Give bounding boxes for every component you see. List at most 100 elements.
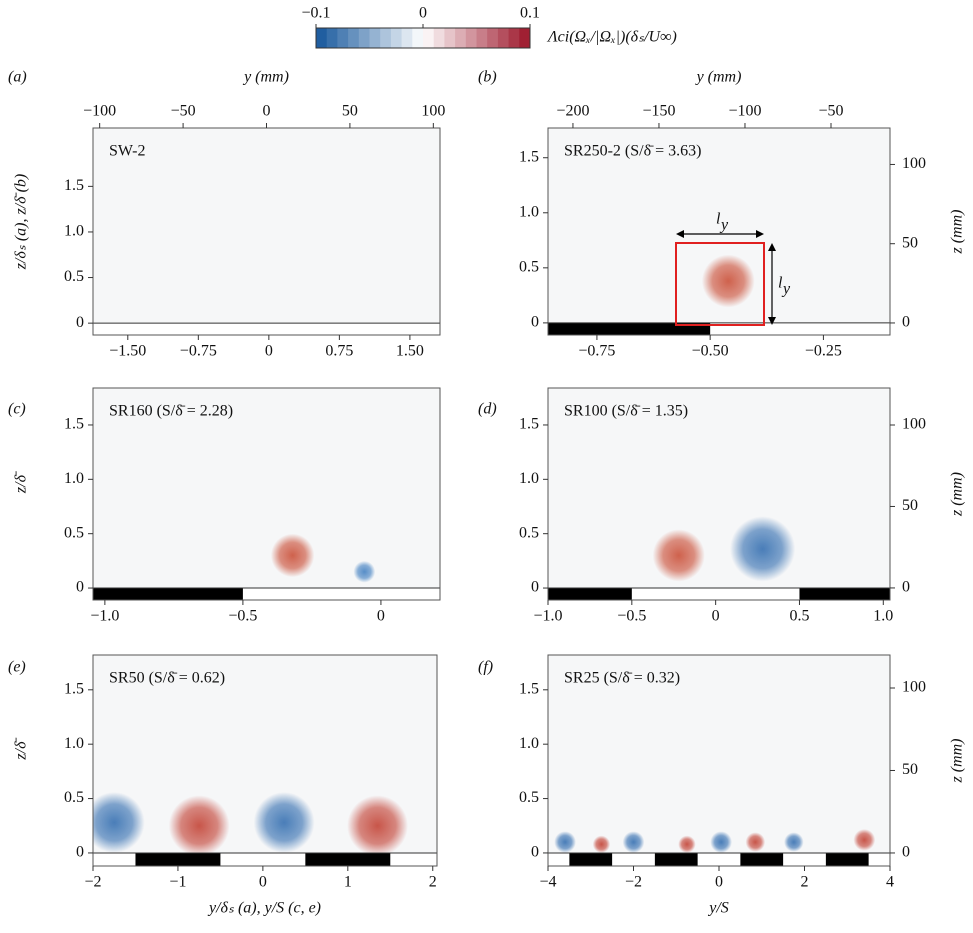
x-tick-label: 0	[265, 343, 273, 360]
y-tick-label: 1.0	[64, 735, 84, 752]
y-tick-label: 0.5	[64, 524, 84, 541]
plot-frame	[547, 127, 891, 336]
panel-title: SR250-2 (S/δ̄ = 3.63)	[564, 143, 701, 160]
x2-tick-label: −100	[83, 103, 116, 120]
y-tick-label: 0.5	[64, 268, 84, 285]
y2-axis-label: z (mm)	[949, 739, 966, 784]
y-tick-label: 0.5	[519, 524, 539, 541]
x2-axis-label: y (mm)	[242, 69, 289, 86]
vortex	[168, 795, 230, 857]
y2-tick-label: 50	[902, 497, 918, 514]
vortex	[701, 254, 755, 308]
x-tick-label: 0.5	[789, 608, 809, 625]
vortex	[353, 560, 376, 583]
x-axis-label: y/S	[707, 900, 729, 917]
x-axis-label: y/δₛ (a), y/S (c, e)	[207, 900, 321, 917]
y-axis-label: z/δ̄	[13, 471, 30, 494]
y-tick-label: 1.0	[519, 735, 539, 752]
panel-label: (a)	[8, 69, 27, 86]
plot-background	[548, 655, 890, 866]
highlight-box	[675, 242, 765, 326]
x-tick-label: −4	[539, 874, 556, 891]
x-tick-label: 1.0	[873, 608, 893, 625]
roughness-strip	[135, 852, 221, 866]
colorbar-cell	[508, 28, 520, 48]
y2-tick-label: 100	[902, 155, 926, 172]
vortex	[853, 829, 876, 851]
y-tick-label: 1.5	[64, 177, 84, 194]
x2-tick-label: −150	[642, 103, 675, 120]
y2-tick-label: 0	[902, 579, 910, 596]
colorbar-cell	[455, 28, 467, 48]
y2-tick-label: 0	[902, 844, 910, 861]
roughness-strip	[548, 588, 632, 600]
vortex	[729, 516, 796, 582]
y2-tick-label: 50	[902, 234, 918, 251]
colorbar-tick-label: 0.1	[520, 5, 540, 22]
plot-background	[548, 388, 890, 600]
y-tick-label: 1.0	[64, 223, 84, 240]
colorbar-cell	[487, 28, 499, 48]
panel-title: SR100 (S/δ̄ = 1.35)	[564, 403, 688, 420]
x-tick-label: 0	[715, 874, 723, 891]
roughness-strip	[93, 588, 243, 600]
colorbar-cell	[444, 28, 456, 48]
plot-area	[548, 829, 890, 866]
panel-title: SR50 (S/δ̄ = 0.62)	[109, 670, 225, 687]
colorbar-cell	[497, 28, 510, 48]
colorbar-cell	[316, 28, 328, 48]
panel: −2 −1 0 1 2 0 0.5 1.0 1.5 z/δ̄ y/δₛ (a), y/S (c, e…	[8, 654, 438, 917]
x-tick-label: −0.50	[692, 343, 729, 360]
panel: −0.75 −0.50 −0.25 0 0.5 1.0 1.5 −200 −150 −100 −50…	[478, 69, 966, 360]
x2-tick-label: −50	[171, 103, 196, 120]
roughness-strip	[654, 852, 698, 866]
annotation-symbol: l	[778, 275, 783, 292]
vortex	[93, 792, 145, 853]
y-tick-label: 1.5	[64, 416, 84, 433]
x2-tick-label: 100	[421, 103, 445, 120]
plot-frame	[92, 387, 441, 601]
colorbar-cell	[380, 28, 392, 48]
panel-title: SR25 (S/δ̄ = 0.32)	[564, 670, 680, 687]
y-tick-label: 0	[76, 844, 84, 861]
y-tick-label: 1.0	[519, 470, 539, 487]
x-tick-label: 1	[344, 874, 352, 891]
colorbar-cell	[465, 28, 477, 48]
plot-frame	[92, 654, 438, 867]
x-tick-label: 0	[712, 608, 720, 625]
roughness-strip	[569, 852, 613, 866]
vortex	[652, 529, 705, 582]
vortex	[253, 792, 315, 853]
vortex	[554, 831, 576, 853]
colorbar-cell	[423, 28, 435, 48]
colorbar-cell	[390, 28, 403, 48]
vortex	[745, 832, 766, 852]
x-tick-label: 0.75	[325, 343, 353, 360]
annotation-symbol: l	[716, 211, 721, 228]
plot-area	[93, 792, 437, 866]
wall-strip	[93, 588, 440, 600]
x2-tick-label: −200	[556, 103, 589, 120]
x2-axis-label: y (mm)	[695, 69, 742, 86]
y-tick-label: 0	[531, 579, 539, 596]
y-tick-label: 1.0	[64, 470, 84, 487]
y2-tick-label: 100	[902, 679, 926, 696]
y-tick-label: 0.5	[64, 789, 84, 806]
x-tick-label: −1.0	[90, 608, 119, 625]
x-tick-label: 2	[801, 874, 809, 891]
plot-area	[548, 516, 890, 600]
wall-strip	[93, 323, 440, 335]
y-tick-label: 0.5	[519, 259, 539, 276]
vortex	[270, 533, 315, 578]
vortex	[592, 835, 611, 853]
colorbar-cell	[433, 28, 445, 48]
x-tick-label: 0	[259, 874, 267, 891]
x-tick-label: 4	[886, 874, 894, 891]
plot-background	[93, 128, 440, 335]
panel: −1.0 −0.5 0 0.5 1.0 0 0.5 1.0 1.5 0 50 100 z (mm) (d)…	[478, 387, 966, 625]
panel-label: (e)	[8, 659, 26, 676]
vortex	[710, 831, 733, 853]
vortex	[622, 831, 645, 853]
